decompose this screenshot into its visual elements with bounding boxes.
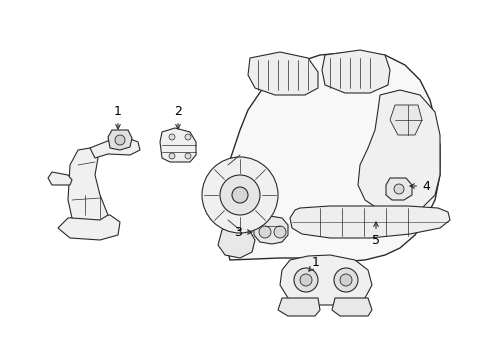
Polygon shape <box>289 206 449 238</box>
Text: 5: 5 <box>371 222 379 247</box>
Polygon shape <box>331 298 371 316</box>
Text: 3: 3 <box>234 225 251 239</box>
Polygon shape <box>280 255 371 305</box>
Polygon shape <box>389 105 421 135</box>
Circle shape <box>299 274 311 286</box>
Polygon shape <box>160 128 196 162</box>
Circle shape <box>259 226 270 238</box>
Circle shape <box>339 274 351 286</box>
Polygon shape <box>108 130 132 150</box>
Circle shape <box>202 157 278 233</box>
Circle shape <box>184 134 191 140</box>
Polygon shape <box>321 50 389 93</box>
Circle shape <box>220 175 260 215</box>
Text: 1: 1 <box>308 256 319 271</box>
Text: 1: 1 <box>114 105 122 129</box>
Polygon shape <box>247 52 317 95</box>
Polygon shape <box>68 148 108 220</box>
Circle shape <box>169 153 175 159</box>
Polygon shape <box>253 216 287 244</box>
Polygon shape <box>218 225 254 258</box>
Circle shape <box>333 268 357 292</box>
Circle shape <box>393 184 403 194</box>
Polygon shape <box>222 52 439 262</box>
Polygon shape <box>58 215 120 240</box>
Polygon shape <box>90 138 140 158</box>
Circle shape <box>231 187 247 203</box>
Polygon shape <box>385 178 411 200</box>
Polygon shape <box>278 298 319 316</box>
Polygon shape <box>48 172 72 185</box>
Text: 4: 4 <box>409 180 429 193</box>
Circle shape <box>184 153 191 159</box>
Circle shape <box>169 134 175 140</box>
Circle shape <box>115 135 125 145</box>
Polygon shape <box>357 90 439 215</box>
Text: 2: 2 <box>174 105 182 129</box>
Circle shape <box>273 226 285 238</box>
Circle shape <box>293 268 317 292</box>
